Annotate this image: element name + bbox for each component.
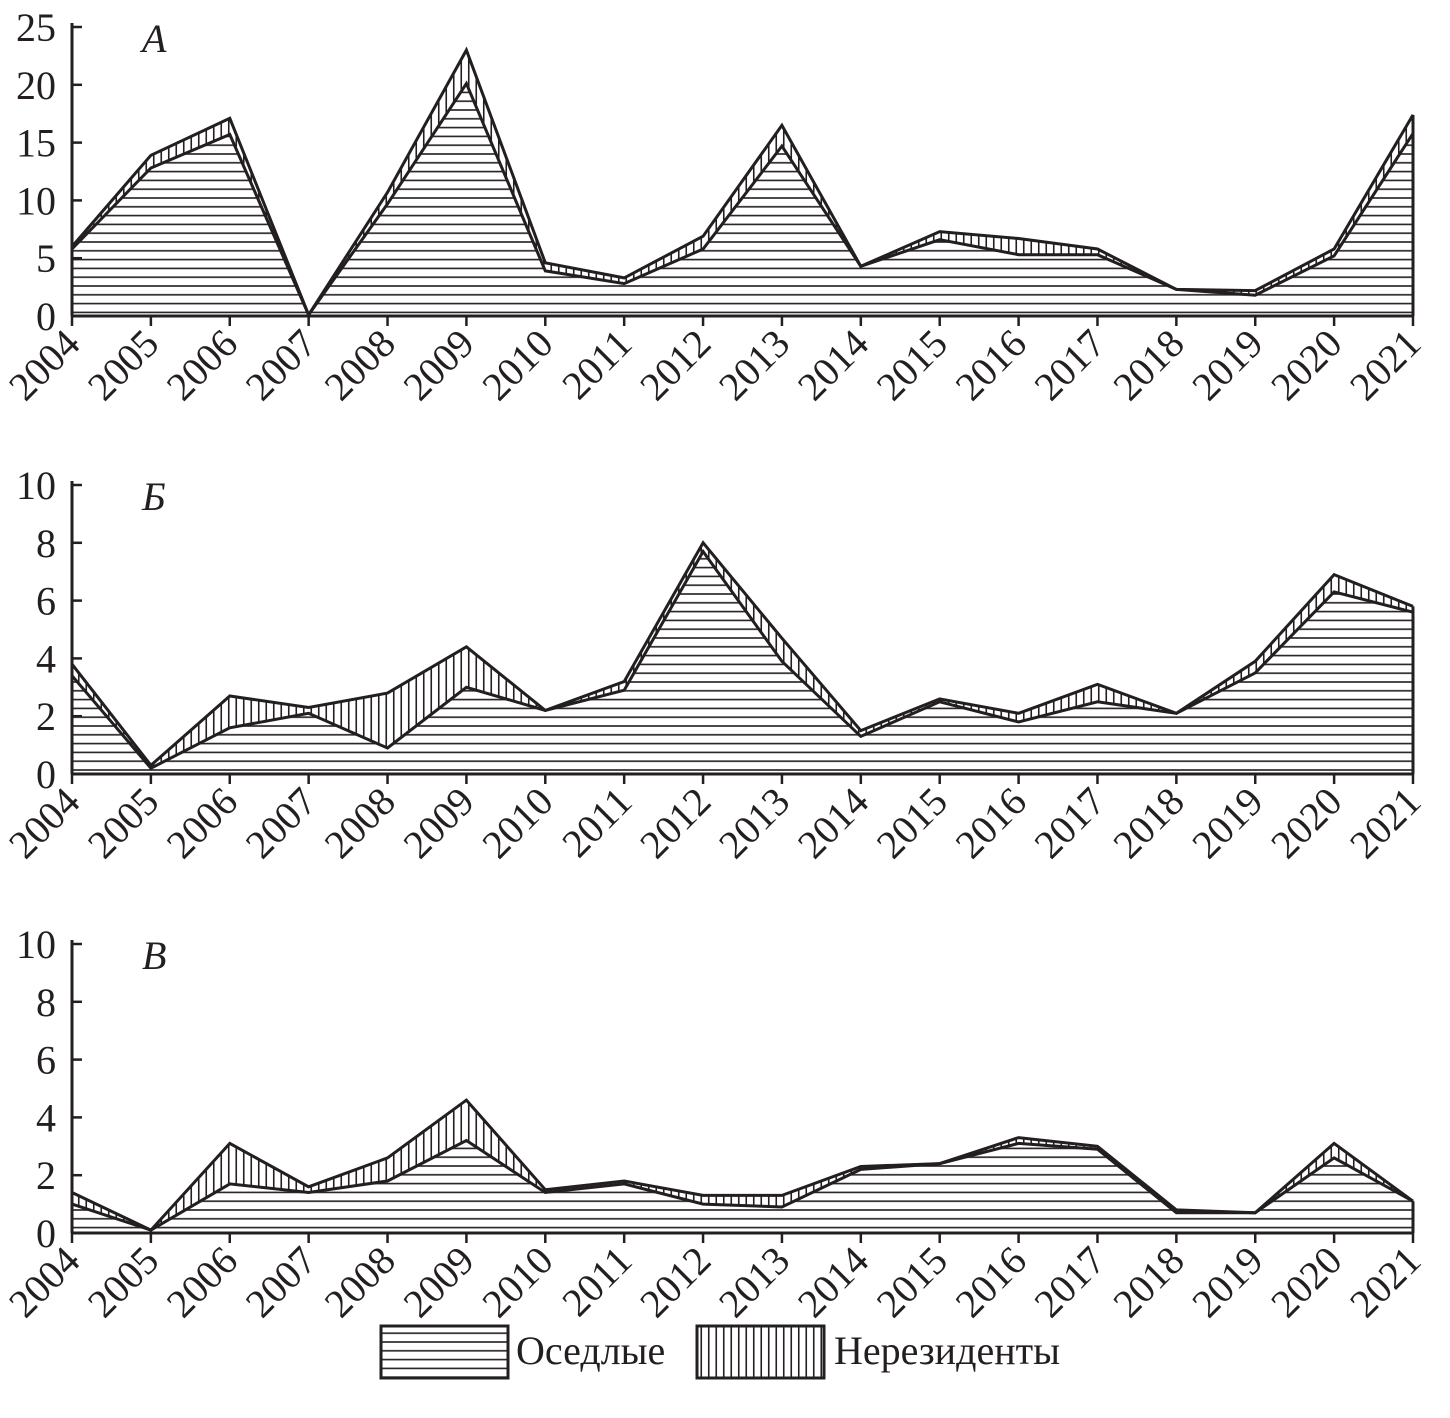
panel-label-a: А [139, 16, 167, 61]
x-tick-label: 2019 [1183, 321, 1271, 409]
x-tick-label: 2018 [1104, 321, 1192, 409]
y-tick-label: 20 [16, 63, 56, 108]
x-tick-label: 2020 [1262, 321, 1350, 409]
x-tick-label: 2014 [789, 1238, 877, 1326]
legend-swatch-residents [379, 1324, 510, 1380]
y-tick-label: 4 [36, 1095, 56, 1140]
x-tick-label: 2015 [868, 1238, 956, 1326]
y-tick-label: 10 [16, 463, 56, 508]
panel-label-v: В [142, 933, 166, 978]
x-tick-label: 2012 [631, 321, 719, 409]
x-tick-label: 2011 [553, 779, 640, 866]
x-tick-label: 2011 [553, 1238, 640, 1325]
x-tick-label: 2015 [868, 779, 956, 867]
x-tick-label: 2020 [1262, 1238, 1350, 1326]
chart-panel-a: 0510152025200420052006200720082009201020… [0, 5, 1429, 409]
y-tick-label: 0 [36, 294, 56, 339]
x-tick-label: 2021 [1341, 779, 1429, 867]
line-total [71, 1098, 1414, 1232]
x-tick-label: 2016 [947, 779, 1035, 867]
area-nonresidents [72, 542, 1413, 769]
y-tick-label: 4 [36, 636, 56, 681]
x-tick-label: 2008 [316, 779, 404, 867]
panel-label-b: Б [141, 474, 166, 519]
x-tick-label: 2021 [1341, 1238, 1429, 1326]
x-tick-label: 2012 [631, 1238, 719, 1326]
x-tick-label: 2007 [237, 779, 325, 867]
x-tick-label: 2016 [947, 321, 1035, 409]
x-tick-label: 2008 [316, 1238, 404, 1326]
chart-panel-v: 0246810200420052006200720082009201020112… [0, 922, 1429, 1326]
y-tick-label: 0 [36, 752, 56, 797]
legend-label-nonresidents: Нерезиденты [834, 1328, 1060, 1373]
y-tick-label: 10 [16, 922, 56, 967]
line-total [70, 46, 1415, 319]
y-tick-label: 6 [36, 1038, 56, 1083]
x-tick-label: 2009 [394, 779, 482, 867]
y-tick-label: 0 [36, 1211, 56, 1256]
y-tick-label: 8 [36, 521, 56, 566]
x-tick-label: 2018 [1104, 1238, 1192, 1326]
line-residents [71, 1138, 1414, 1232]
y-tick-label: 6 [36, 579, 56, 624]
y-tick-label: 5 [36, 236, 56, 281]
legend-swatch-nonresidents [695, 1324, 826, 1380]
x-tick-label: 2004 [0, 321, 88, 409]
y-tick-label: 15 [16, 121, 56, 166]
x-tick-label: 2018 [1104, 779, 1192, 867]
x-tick-label: 2005 [79, 1238, 167, 1326]
area-residents [72, 1140, 1413, 1233]
y-tick-label: 25 [16, 5, 56, 50]
x-tick-label: 2017 [1025, 779, 1113, 867]
x-tick-label: 2004 [0, 1238, 88, 1326]
x-tick-label: 2017 [1025, 321, 1113, 409]
x-tick-label: 2014 [789, 321, 877, 409]
x-tick-label: 2006 [158, 779, 246, 867]
x-tick-label: 2013 [710, 779, 798, 867]
x-tick-label: 2007 [237, 1238, 325, 1326]
x-tick-label: 2019 [1183, 779, 1271, 867]
x-tick-label: 2005 [79, 321, 167, 409]
x-tick-label: 2013 [710, 1238, 798, 1326]
x-tick-label: 2021 [1341, 321, 1429, 409]
x-tick-label: 2008 [316, 321, 404, 409]
y-tick-label: 10 [16, 178, 56, 223]
x-tick-label: 2017 [1025, 1238, 1113, 1326]
x-tick-label: 2005 [79, 779, 167, 867]
x-tick-label: 2006 [158, 321, 246, 409]
x-tick-label: 2015 [868, 321, 956, 409]
x-tick-label: 2006 [158, 1238, 246, 1326]
line-residents [70, 548, 1414, 771]
x-tick-label: 2016 [947, 1238, 1035, 1326]
x-tick-label: 2013 [710, 321, 798, 409]
legend: Оседлые Нерезиденты [379, 1324, 1060, 1380]
x-tick-label: 2012 [631, 779, 719, 867]
x-tick-label: 2007 [237, 321, 325, 409]
x-tick-label: 2019 [1183, 1238, 1271, 1326]
x-tick-label: 2010 [473, 1238, 561, 1326]
y-tick-label: 8 [36, 980, 56, 1025]
x-tick-label: 2009 [394, 1238, 482, 1326]
y-tick-label: 2 [36, 1153, 56, 1198]
area-residents [72, 551, 1413, 774]
legend-label-residents: Оседлые [516, 1328, 665, 1373]
x-tick-label: 2010 [473, 321, 561, 409]
x-tick-label: 2014 [789, 779, 877, 867]
x-tick-label: 2009 [394, 321, 482, 409]
x-tick-label: 2010 [473, 779, 561, 867]
x-tick-label: 2020 [1262, 779, 1350, 867]
chart-panel-b: 0246810200420052006200720082009201020112… [0, 463, 1429, 867]
x-tick-label: 2011 [553, 321, 640, 408]
y-tick-label: 2 [36, 694, 56, 739]
line-total [70, 540, 1414, 768]
x-tick-label: 2004 [0, 779, 88, 867]
